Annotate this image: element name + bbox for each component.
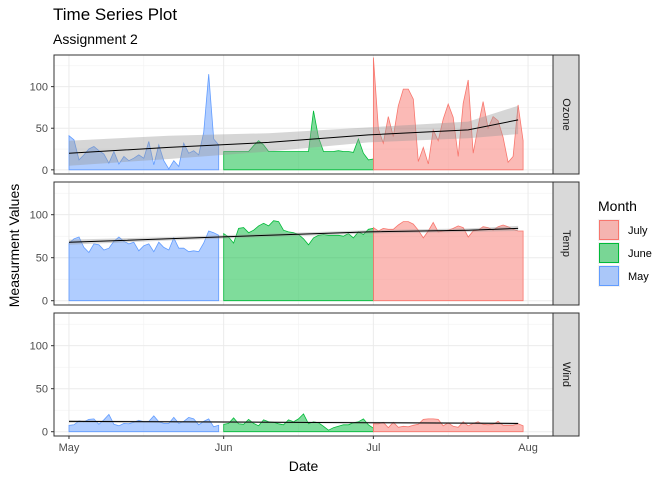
facet-strip [552,54,580,175]
smooth-trend-line [68,119,519,154]
area-series-july [373,221,524,302]
y-tick-label: 0 [42,427,48,439]
x-tick-label: May [59,442,80,454]
legend-label-july: July [628,225,648,237]
area-series-may [68,74,220,171]
legend-swatch-june [599,243,619,263]
chart-subtitle: Assignment 2 [53,31,138,47]
facet-strip [552,312,580,437]
x-tick-label: Jul [366,442,380,454]
smooth-confidence-band [69,225,519,245]
smooth-trend-line [68,227,519,243]
x-tick-label: Jun [215,442,233,454]
facet-strip-label: Wind [560,362,572,387]
facet-strip-label: Temp [560,230,572,257]
chart-title: Time Series Plot [53,5,178,24]
area-series-july [373,418,524,433]
area-series-june [223,110,374,171]
facet-strip-label: Ozone [560,98,572,130]
y-tick-label: 0 [42,296,48,308]
y-tick-label: 100 [30,210,48,222]
legend-title: Month [598,198,637,214]
y-tick-label: 50 [36,384,48,396]
area-series-may [68,230,220,302]
facet-panel-ozone: Ozone 0 50 100 [30,54,580,177]
y-tick-label: 100 [30,82,48,94]
y-tick-label: 100 [30,341,48,353]
legend-label-june: June [628,248,652,260]
area-series-july [373,57,524,171]
legend-swatch-july [599,220,619,240]
smooth-trend-line [68,420,519,424]
legend: Month July June May [598,198,652,287]
y-tick-label: 50 [36,253,48,265]
smooth-confidence-band [69,105,519,166]
legend-label-may: May [628,271,649,283]
facet-strip [552,181,580,306]
x-tick-label: Aug [518,442,538,454]
facet-panel-wind: Wind 0 50 100 [30,312,580,439]
facet-panel-temp: Temp 0 50 100 [30,181,580,308]
y-tick-label: 50 [36,123,48,135]
x-axis-title: Date [289,458,319,474]
legend-swatch-may [599,266,619,286]
y-axis-title: Measurment Values [6,184,22,307]
area-series-june [223,220,374,302]
y-tick-label: 0 [42,165,48,177]
